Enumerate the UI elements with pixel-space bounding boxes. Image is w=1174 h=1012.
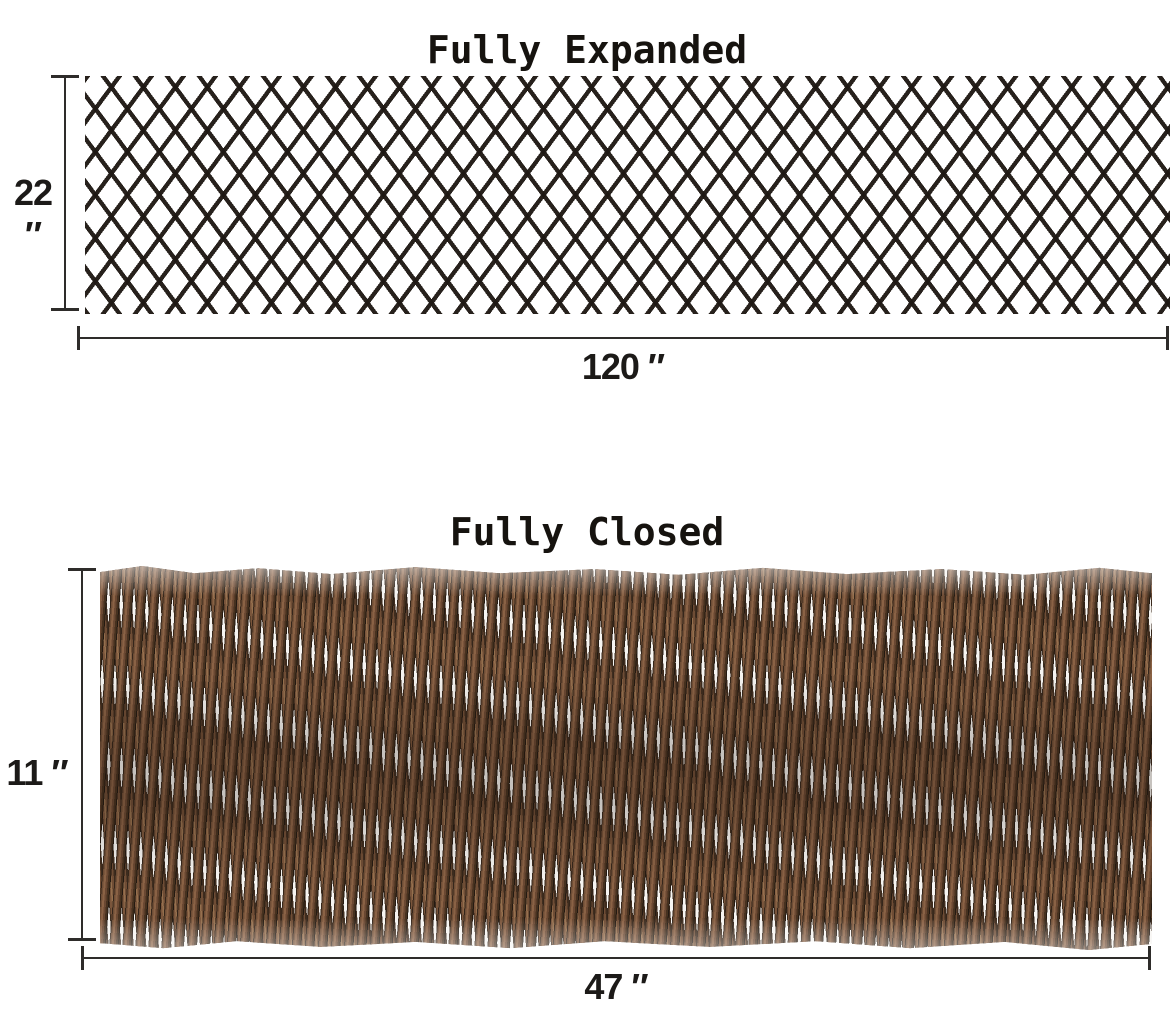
- expanded-height-dimension-line: [51, 75, 79, 311]
- closed-height-label: 11 ″: [6, 752, 68, 793]
- closed-height-dimension-line: [68, 568, 96, 941]
- expanded-width-dimension-line: [77, 326, 1169, 350]
- closed-trellis-sticks-image: [100, 566, 1152, 950]
- expanded-title: Fully Expanded: [426, 28, 748, 73]
- expanded-trellis-lattice-image: [85, 76, 1170, 314]
- closed-width-label: 47 ″: [584, 966, 648, 1007]
- closed-width-dimension-line: [81, 946, 1151, 970]
- expanded-height-label: 22 ″: [13, 172, 53, 255]
- closed-title: Fully Closed: [449, 510, 725, 555]
- expanded-width-label: 120 ″: [581, 346, 665, 387]
